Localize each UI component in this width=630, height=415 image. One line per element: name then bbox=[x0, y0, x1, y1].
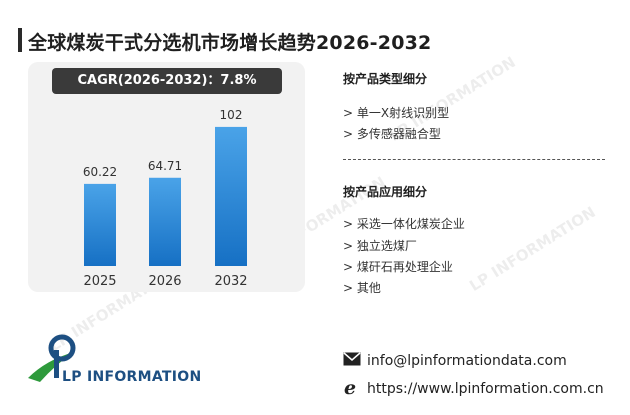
browser-e-icon: e bbox=[343, 377, 363, 400]
x-tick-label: 2032 bbox=[214, 274, 247, 289]
cagr-badge: CAGR(2026-2032)：7.8% bbox=[52, 68, 282, 94]
section-divider bbox=[343, 159, 605, 160]
page-title: 全球煤炭干式分选机市场增长趋势2026-2032 bbox=[28, 32, 432, 54]
bar-chart: 60.22 2025 64.71 2026 102 2032 bbox=[83, 108, 248, 289]
x-tick-label: 2025 bbox=[83, 274, 116, 289]
contact-website[interactable]: e https://www.lpinformation.com.cn bbox=[343, 377, 604, 400]
contact-email[interactable]: info@lpinformationdata.com bbox=[343, 352, 567, 370]
bar-value-label: 64.71 bbox=[148, 159, 182, 173]
watermark-text: LP INFORMATION bbox=[466, 202, 599, 296]
application-segment-item: > 采选一体化煤炭企业 bbox=[343, 217, 465, 231]
application-segment-heading: 按产品应用细分 bbox=[343, 185, 428, 199]
logo-text: LP INFORMATION bbox=[62, 369, 202, 385]
application-segment-item: > 其他 bbox=[343, 281, 381, 295]
x-tick-label: 2026 bbox=[148, 274, 181, 289]
type-segment-item: > 单一X射线识别型 bbox=[343, 106, 450, 120]
application-segment-item: > 煤矸石再处理企业 bbox=[343, 260, 453, 274]
svg-text:e: e bbox=[344, 378, 356, 396]
bar-2026 bbox=[149, 177, 181, 266]
bar-value-label: 102 bbox=[220, 108, 243, 122]
bar-value-label: 60.22 bbox=[83, 165, 117, 179]
type-segment-heading: 按产品类型细分 bbox=[343, 72, 428, 86]
type-segment-item: > 多传感器融合型 bbox=[343, 127, 441, 141]
bar-2025 bbox=[84, 183, 116, 266]
company-logo bbox=[26, 330, 86, 394]
email-text[interactable]: info@lpinformationdata.com bbox=[367, 353, 567, 369]
application-segment-item: > 独立选煤厂 bbox=[343, 239, 417, 253]
website-text[interactable]: https://www.lpinformation.com.cn bbox=[367, 381, 604, 397]
title-accent-bar bbox=[18, 28, 22, 52]
envelope-icon bbox=[343, 352, 363, 370]
bar-2032 bbox=[215, 126, 247, 266]
